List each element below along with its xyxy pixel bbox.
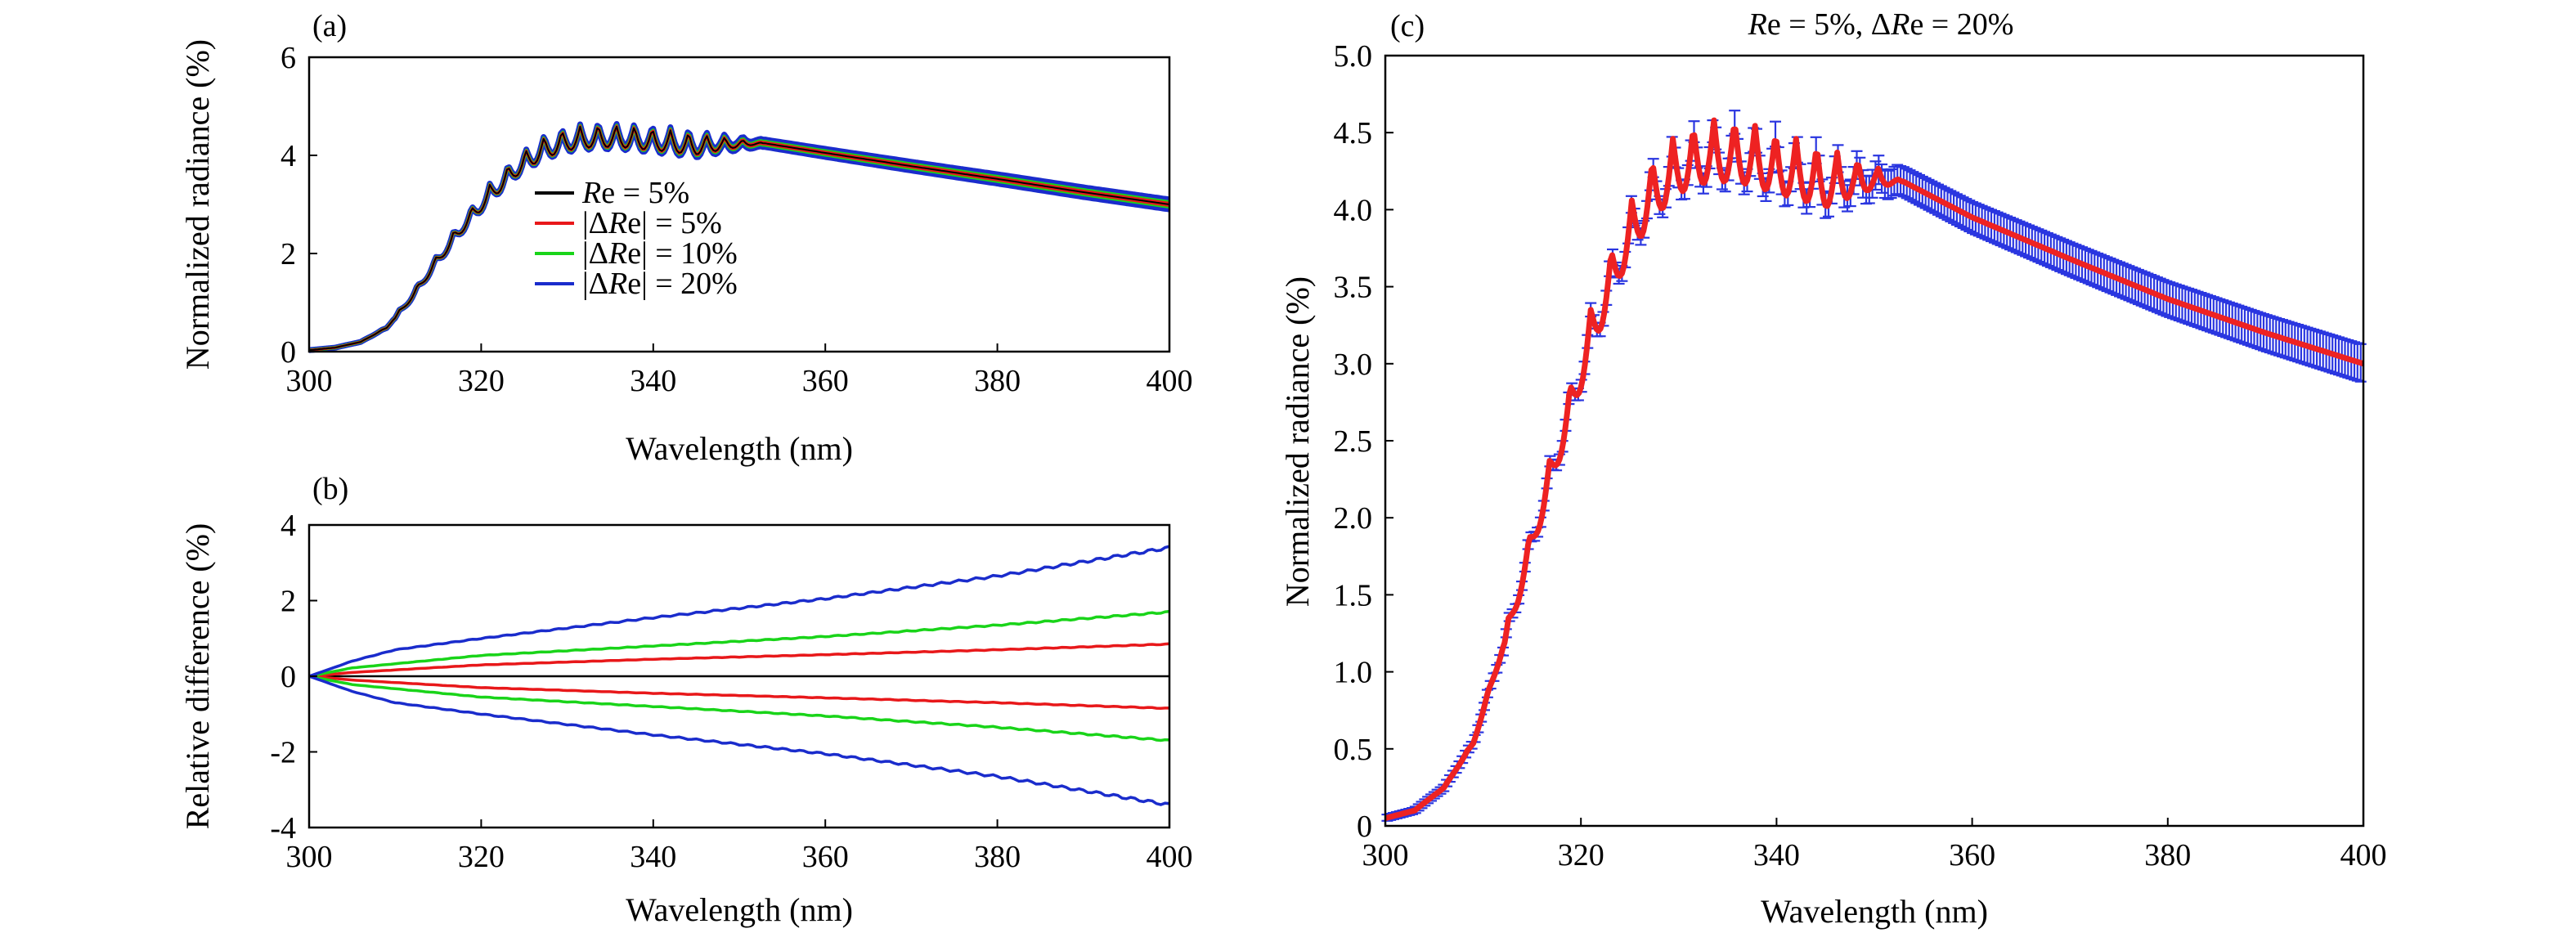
panel-b-label: (b) [312, 472, 348, 506]
y-tick-label: 1.0 [1334, 656, 1373, 690]
panel-a-ticks: 300 320 340 360 380 400 0 2 4 6 [280, 41, 1193, 398]
series-line-green [308, 126, 1170, 352]
y-tick-label: 0 [280, 660, 296, 694]
y-tick-label: 2 [280, 237, 296, 271]
series-line-blue [308, 126, 1170, 353]
panel-c-label: (c) [1390, 9, 1425, 43]
panel-b-ylabel: Relative difference (%) [179, 523, 216, 830]
y-tick-label: 4.0 [1334, 193, 1373, 227]
y-tick-label: 2.0 [1334, 501, 1373, 536]
y-tick-label: 5.0 [1334, 39, 1373, 74]
x-tick-label: 300 [286, 840, 333, 874]
y-tick-label: 2 [280, 585, 296, 619]
x-tick-label: 360 [1949, 838, 1995, 872]
panel-a-normalized-radiance: (a) 300 320 340 360 380 400 0 2 4 6 Wavelength (n… [179, 9, 1193, 467]
x-tick-label: 300 [1362, 838, 1409, 872]
series-line-green [308, 675, 1170, 742]
series-line-red [308, 642, 1170, 678]
legend-entry: |ΔRe| = 10% [582, 236, 738, 271]
y-tick-label: 3.0 [1334, 348, 1373, 382]
y-tick-label: 4 [280, 509, 296, 543]
legend-entry: |ΔRe| = 20% [582, 267, 738, 301]
panel-a-ylabel: Normalized radiance (%) [179, 39, 216, 370]
panel-b-xlabel: Wavelength (nm) [626, 891, 853, 928]
x-tick-label: 320 [1558, 838, 1604, 872]
panel-a-label: (a) [312, 9, 347, 43]
y-tick-label: 1.5 [1334, 578, 1373, 612]
series-line-blue [308, 675, 1170, 806]
y-tick-label: 4.5 [1334, 116, 1373, 150]
series-line-blue [308, 121, 1170, 353]
series-line-green [308, 609, 1170, 678]
panel-a-plot-area [308, 121, 1170, 353]
y-tick-label: 4 [280, 139, 296, 173]
x-tick-label: 380 [974, 364, 1021, 398]
series-line-red [1384, 117, 2365, 821]
series-line-red [308, 124, 1170, 352]
panel-b-relative-difference: (b) 300 320 340 360 380 400 -4 -2 0 2 4 Wavelength… [179, 472, 1193, 928]
series-line-green [308, 123, 1170, 352]
panel-c-ticks: 300 320 340 360 380 400 0 0.5 1.0 1.5 2.0 2.5 3.0 3.5… [1334, 39, 2387, 872]
x-tick-label: 360 [802, 364, 849, 398]
y-tick-label: 0 [1357, 810, 1372, 844]
x-tick-label: 340 [630, 840, 676, 874]
y-tick-label: 3.5 [1334, 271, 1373, 305]
panel-a-frame [307, 56, 1171, 353]
x-tick-label: 320 [458, 840, 505, 874]
x-tick-label: 400 [1147, 840, 1193, 874]
series-line-red [308, 675, 1169, 711]
y-tick-label: -2 [270, 736, 296, 770]
x-tick-label: 400 [1147, 364, 1193, 398]
x-tick-label: 300 [286, 364, 333, 398]
x-tick-label: 380 [2144, 838, 2191, 872]
x-tick-label: 380 [974, 840, 1021, 874]
x-tick-label: 340 [1753, 838, 1800, 872]
x-tick-label: 320 [458, 364, 505, 398]
series-line-red [308, 126, 1170, 352]
x-tick-label: 400 [2340, 838, 2387, 872]
series-line-black [308, 125, 1170, 352]
legend-entry: Re = 5% [581, 176, 689, 210]
y-tick-label: 0 [280, 335, 296, 370]
panel-b-ticks: 300 320 340 360 380 400 -4 -2 0 2 4 [270, 509, 1192, 874]
x-tick-label: 360 [802, 840, 849, 874]
x-tick-label: 340 [630, 364, 676, 398]
error-bars [1381, 110, 2367, 822]
panel-c-error-bars: (c) Re = 5%, ΔRe = 20% 300 320 340 360 380 40… [1279, 7, 2387, 930]
panel-c-xlabel: Wavelength (nm) [1761, 893, 1988, 930]
panel-a-xlabel: Wavelength (nm) [626, 430, 853, 467]
y-tick-label: 0.5 [1334, 733, 1373, 767]
panel-c-title: Re = 5%, ΔRe = 20% [1748, 7, 2014, 42]
panel-b-plot-area [308, 545, 1170, 806]
legend-entry: |ΔRe| = 5% [582, 206, 722, 240]
series-line-blue [308, 545, 1170, 678]
panel-c-ylabel: Normalized radiance (%) [1279, 276, 1316, 607]
panel-a-legend: Re = 5%|ΔRe| = 5%|ΔRe| = 10%|ΔRe| = 20% [535, 176, 738, 301]
panel-c-plot-area [1381, 110, 2367, 822]
y-tick-label: 2.5 [1334, 424, 1373, 459]
y-tick-label: -4 [270, 811, 296, 846]
y-tick-label: 6 [280, 41, 296, 75]
